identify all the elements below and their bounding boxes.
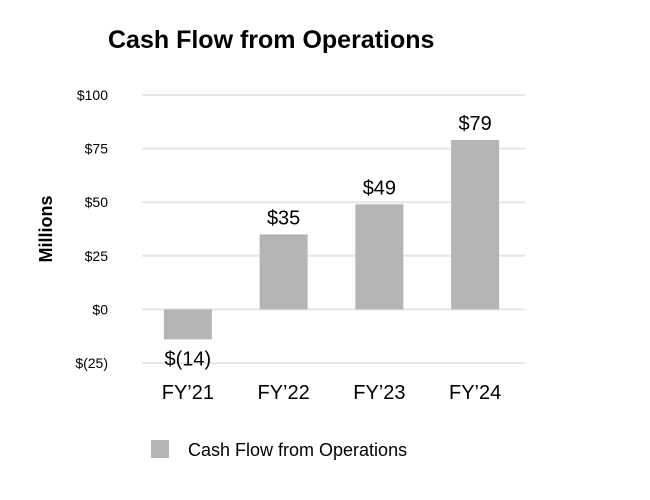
- bar: [163, 309, 212, 340]
- bars: [163, 140, 500, 340]
- y-tick-label: $100: [77, 87, 108, 103]
- y-tick-label: $50: [85, 194, 109, 210]
- data-labels: $(14) $35 $49 $79: [165, 113, 492, 370]
- y-axis-label: Millions: [36, 196, 56, 263]
- data-label: $35: [267, 207, 300, 229]
- y-tick-label: $0: [92, 301, 108, 317]
- x-tick-label: FY’22: [258, 382, 310, 404]
- y-tick-labels: $100 $75 $50 $25 $0 $(25): [75, 87, 108, 371]
- legend-label: Cash Flow from Operations: [188, 440, 407, 460]
- x-tick-label: FY’21: [162, 382, 214, 404]
- bar: [355, 204, 404, 310]
- x-tick-labels: FY’21 FY’22 FY’23 FY’24: [162, 382, 502, 404]
- chart-title: Cash Flow from Operations: [108, 26, 434, 54]
- y-tick-label: $25: [85, 248, 109, 264]
- y-tick-label: $(25): [75, 355, 108, 371]
- y-tick-label: $75: [85, 141, 109, 157]
- data-label: $49: [363, 177, 396, 199]
- legend-swatch: [151, 440, 169, 458]
- x-tick-label: FY’24: [449, 382, 501, 404]
- data-label: $(14): [165, 348, 212, 370]
- data-label: $79: [458, 113, 491, 135]
- x-tick-label: FY’23: [353, 382, 405, 404]
- bar: [259, 234, 308, 310]
- legend: Cash Flow from Operations: [151, 440, 407, 460]
- bar: [451, 140, 500, 310]
